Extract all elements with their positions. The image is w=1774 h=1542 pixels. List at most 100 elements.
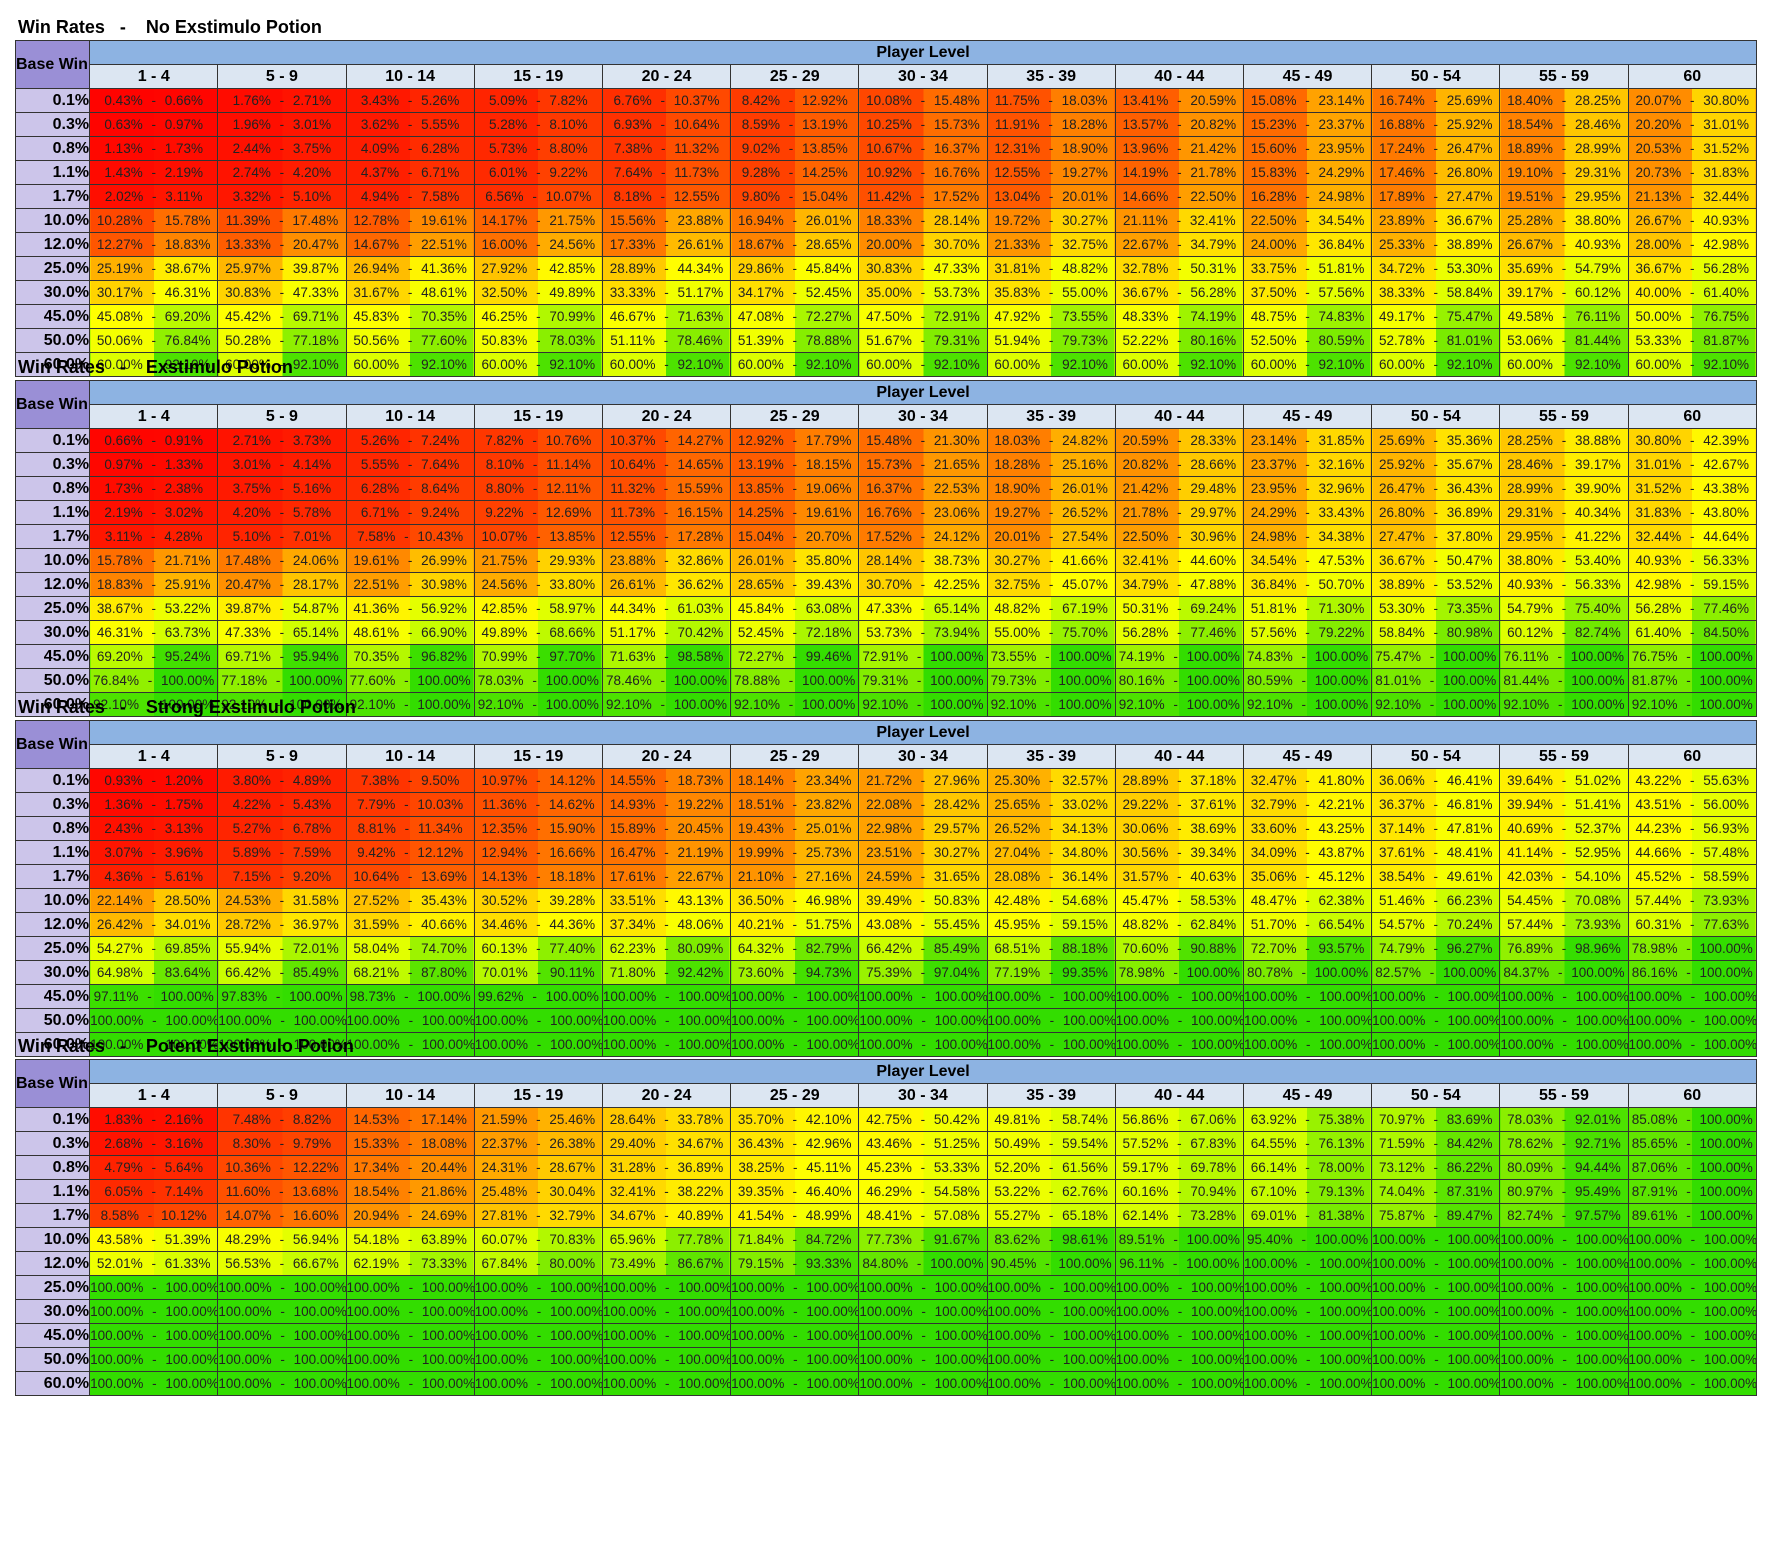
win-rate-cell[interactable]: 68.21% -87.80% [345, 960, 475, 985]
win-rate-cell[interactable]: 100.00% -100.00% [730, 1371, 860, 1396]
win-rate-cell[interactable]: 67.84% -80.00% [473, 1251, 603, 1276]
win-rate-cell[interactable]: 34.67% -40.89% [601, 1203, 732, 1228]
win-rate-cell[interactable]: 92.10% -100.00% [1371, 692, 1501, 717]
win-rate-cell[interactable]: 100.00% -100.00% [217, 1347, 347, 1372]
win-rate-cell[interactable]: 76.89% -98.96% [1499, 936, 1629, 961]
win-rate-cell[interactable]: 54.57% -70.24% [1371, 912, 1501, 937]
win-rate-cell[interactable]: 39.94% -51.41% [1499, 792, 1629, 817]
win-rate-cell[interactable]: 38.25% -45.11% [730, 1155, 860, 1180]
win-rate-cell[interactable]: 29.95% -41.22% [1499, 524, 1629, 549]
win-rate-cell[interactable]: 6.01% -9.22% [473, 160, 603, 185]
win-rate-cell[interactable]: 25.19% -38.67% [89, 256, 219, 281]
win-rate-cell[interactable]: 43.58% -51.39% [89, 1227, 219, 1252]
win-rate-cell[interactable]: 100.00% -100.00% [1114, 1275, 1244, 1300]
win-rate-cell[interactable]: 50.83% -78.03% [473, 328, 603, 353]
win-rate-cell[interactable]: 22.08% -28.42% [858, 792, 988, 817]
win-rate-cell[interactable]: 18.54% -21.86% [345, 1179, 475, 1204]
win-rate-cell[interactable]: 70.99% -97.70% [473, 644, 603, 669]
win-rate-cell[interactable]: 92.10% -100.00% [858, 692, 988, 717]
win-rate-cell[interactable]: 77.19% -99.35% [986, 960, 1116, 985]
win-rate-cell[interactable]: 100.00% -100.00% [1371, 984, 1501, 1009]
win-rate-cell[interactable]: 18.40% -28.25% [1499, 88, 1629, 113]
win-rate-cell[interactable]: 47.33% -65.14% [217, 620, 347, 645]
win-rate-cell[interactable]: 14.07% -16.60% [217, 1203, 347, 1228]
win-rate-cell[interactable]: 60.00% -92.10% [1114, 352, 1244, 377]
win-rate-cell[interactable]: 100.00% -100.00% [1627, 1251, 1758, 1276]
win-rate-cell[interactable]: 20.82% -28.66% [1114, 452, 1244, 477]
win-rate-cell[interactable]: 100.00% -100.00% [1114, 1032, 1244, 1057]
win-rate-cell[interactable]: 78.88% -100.00% [730, 668, 860, 693]
win-rate-cell[interactable]: 74.83% -100.00% [1242, 644, 1373, 669]
win-rate-cell[interactable]: 5.26% -7.24% [345, 428, 475, 453]
win-rate-cell[interactable]: 100.00% -100.00% [986, 1323, 1116, 1348]
win-rate-cell[interactable]: 22.98% -29.57% [858, 816, 988, 841]
win-rate-cell[interactable]: 10.07% -13.85% [473, 524, 603, 549]
win-rate-cell[interactable]: 78.98% -100.00% [1627, 936, 1758, 961]
win-rate-cell[interactable]: 31.01% -42.67% [1627, 452, 1758, 477]
win-rate-cell[interactable]: 16.00% -24.56% [473, 232, 603, 257]
win-rate-cell[interactable]: 52.22% -80.16% [1114, 328, 1244, 353]
win-rate-cell[interactable]: 100.00% -100.00% [1371, 1008, 1501, 1033]
win-rate-cell[interactable]: 30.52% -39.28% [473, 888, 603, 913]
win-rate-cell[interactable]: 23.14% -31.85% [1242, 428, 1373, 453]
win-rate-cell[interactable]: 100.00% -100.00% [986, 984, 1116, 1009]
win-rate-cell[interactable]: 56.28% -77.46% [1627, 596, 1758, 621]
win-rate-cell[interactable]: 30.56% -39.34% [1114, 840, 1244, 865]
win-rate-cell[interactable]: 20.20% -31.01% [1627, 112, 1758, 137]
win-rate-cell[interactable]: 70.60% -90.88% [1114, 936, 1244, 961]
win-rate-cell[interactable]: 2.02% -3.11% [89, 184, 219, 209]
win-rate-cell[interactable]: 19.61% -26.99% [345, 548, 475, 573]
win-rate-cell[interactable]: 10.67% -16.37% [858, 136, 988, 161]
win-rate-cell[interactable]: 20.01% -27.54% [986, 524, 1116, 549]
win-rate-cell[interactable]: 100.00% -100.00% [858, 1275, 988, 1300]
win-rate-cell[interactable]: 100.00% -100.00% [1371, 1323, 1501, 1348]
win-rate-cell[interactable]: 100.00% -100.00% [1499, 1275, 1629, 1300]
win-rate-cell[interactable]: 31.57% -40.63% [1114, 864, 1244, 889]
win-rate-cell[interactable]: 26.67% -40.93% [1499, 232, 1629, 257]
win-rate-cell[interactable]: 31.67% -48.61% [345, 280, 475, 305]
win-rate-cell[interactable]: 52.50% -80.59% [1242, 328, 1373, 353]
win-rate-cell[interactable]: 54.18% -63.89% [345, 1227, 475, 1252]
win-rate-cell[interactable]: 6.76% -10.37% [601, 88, 732, 113]
win-rate-cell[interactable]: 53.30% -73.35% [1371, 596, 1501, 621]
win-rate-cell[interactable]: 15.56% -23.88% [601, 208, 732, 233]
win-rate-cell[interactable]: 69.71% -95.94% [217, 644, 347, 669]
win-rate-cell[interactable]: 40.00% -61.40% [1627, 280, 1758, 305]
win-rate-cell[interactable]: 64.55% -76.13% [1242, 1131, 1373, 1156]
win-rate-cell[interactable]: 100.00% -100.00% [89, 1347, 219, 1372]
win-rate-cell[interactable]: 26.61% -36.62% [601, 572, 732, 597]
win-rate-cell[interactable]: 5.10% -7.01% [217, 524, 347, 549]
win-rate-cell[interactable]: 26.01% -35.80% [730, 548, 860, 573]
win-rate-cell[interactable]: 25.97% -39.87% [217, 256, 347, 281]
win-rate-cell[interactable]: 100.00% -100.00% [986, 1299, 1116, 1324]
win-rate-cell[interactable]: 100.00% -100.00% [345, 1032, 475, 1057]
win-rate-cell[interactable]: 12.55% -19.27% [986, 160, 1116, 185]
win-rate-cell[interactable]: 28.25% -38.88% [1499, 428, 1629, 453]
win-rate-cell[interactable]: 100.00% -100.00% [1242, 1275, 1373, 1300]
win-rate-cell[interactable]: 77.60% -100.00% [345, 668, 475, 693]
win-rate-cell[interactable]: 100.00% -100.00% [1371, 1251, 1501, 1276]
win-rate-cell[interactable]: 4.79% -5.64% [89, 1155, 219, 1180]
win-rate-cell[interactable]: 32.47% -41.80% [1242, 768, 1373, 793]
win-rate-cell[interactable]: 92.10% -100.00% [1242, 692, 1373, 717]
win-rate-cell[interactable]: 100.00% -100.00% [1627, 1227, 1758, 1252]
win-rate-cell[interactable]: 79.73% -100.00% [986, 668, 1116, 693]
win-rate-cell[interactable]: 100.00% -100.00% [730, 1008, 860, 1033]
win-rate-cell[interactable]: 23.95% -32.96% [1242, 476, 1373, 501]
win-rate-cell[interactable]: 74.19% -100.00% [1114, 644, 1244, 669]
win-rate-cell[interactable]: 34.09% -43.87% [1242, 840, 1373, 865]
win-rate-cell[interactable]: 57.52% -67.83% [1114, 1131, 1244, 1156]
win-rate-cell[interactable]: 72.70% -93.57% [1242, 936, 1373, 961]
win-rate-cell[interactable]: 53.22% -62.76% [986, 1179, 1116, 1204]
win-rate-cell[interactable]: 100.00% -100.00% [1371, 1347, 1501, 1372]
win-rate-cell[interactable]: 30.83% -47.33% [858, 256, 988, 281]
win-rate-cell[interactable]: 100.00% -100.00% [858, 1371, 988, 1396]
win-rate-cell[interactable]: 14.66% -22.50% [1114, 184, 1244, 209]
win-rate-cell[interactable]: 54.45% -70.08% [1499, 888, 1629, 913]
win-rate-cell[interactable]: 100.00% -100.00% [730, 1347, 860, 1372]
win-rate-cell[interactable]: 100.00% -100.00% [1627, 984, 1758, 1009]
win-rate-cell[interactable]: 56.53% -66.67% [217, 1251, 347, 1276]
win-rate-cell[interactable]: 48.82% -62.84% [1114, 912, 1244, 937]
win-rate-cell[interactable]: 100.00% -100.00% [89, 1299, 219, 1324]
win-rate-cell[interactable]: 49.81% -58.74% [986, 1107, 1116, 1132]
